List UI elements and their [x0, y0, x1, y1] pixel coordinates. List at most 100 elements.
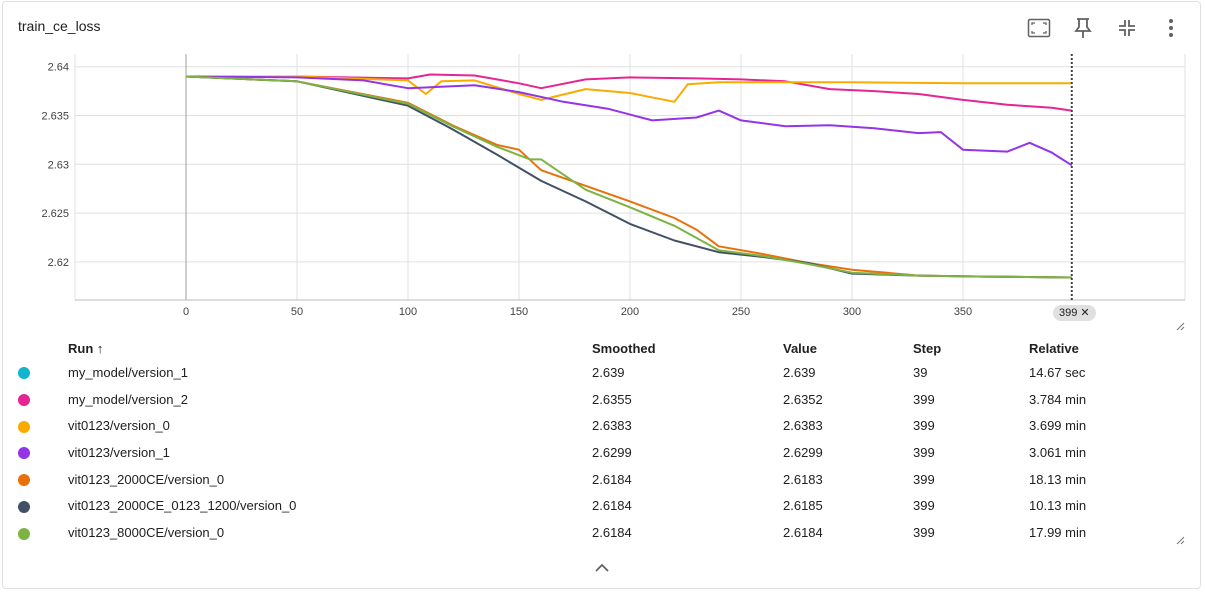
run-color-cell [18, 386, 68, 413]
header-value[interactable]: Value [783, 340, 817, 356]
run-relative: 10.13 min [1029, 498, 1087, 514]
x-tick-label: 300 [843, 306, 861, 318]
table-header-row: Run ↑ Smoothed Value Step Relative [18, 337, 1129, 359]
run-color-dot[interactable] [18, 394, 30, 407]
run-color-cell [18, 412, 68, 439]
runs-table: Run ↑ Smoothed Value Step Relative my_mo… [18, 337, 1129, 546]
table-row[interactable]: my_model/version_2 2.6355 2.6352 399 3.784 m… [18, 386, 1129, 413]
y-tick-label: 2.625 [41, 208, 69, 220]
run-value: 2.6184 [783, 524, 823, 540]
series-line[interactable] [185, 75, 1073, 167]
x-tick-label: 50 [291, 306, 303, 318]
pin-icon [1074, 18, 1092, 38]
header-color [18, 337, 68, 359]
run-relative: 18.13 min [1029, 471, 1087, 487]
hover-step-label: 399 [1059, 307, 1078, 319]
x-tick-label: 250 [732, 306, 750, 318]
table-row[interactable]: vit0123/version_1 2.6299 2.6299 399 3.061 mi… [18, 439, 1129, 466]
collapse-button[interactable] [1105, 14, 1149, 42]
run-step: 399 [913, 391, 935, 407]
run-color-dot[interactable] [18, 447, 30, 460]
series-line[interactable] [186, 73, 1072, 112]
run-smoothed: 2.6383 [592, 418, 632, 434]
run-value: 2.6383 [783, 418, 823, 434]
series-line[interactable] [186, 75, 1072, 103]
y-tick-label: 2.63 [48, 159, 69, 171]
x-tick-label: 150 [510, 306, 528, 318]
line-chart[interactable]: 2.62 2.625 2.63 2.635 2.64 0 50 100 150 200 250 300… [0, 0, 1205, 330]
run-relative: 3.784 min [1029, 391, 1087, 407]
run-step: 399 [913, 418, 935, 434]
x-tick-label: 0 [183, 306, 189, 318]
card-toolbar [1017, 14, 1193, 42]
pin-button[interactable] [1061, 14, 1105, 42]
run-smoothed: 2.6299 [592, 444, 632, 460]
y-tick-label: 2.64 [48, 62, 69, 74]
run-step: 399 [913, 471, 935, 487]
run-value: 2.639 [783, 364, 816, 380]
run-step: 399 [913, 498, 935, 514]
hover-step-badge[interactable]: 399 ✕ [1053, 305, 1096, 321]
header-smoothed[interactable]: Smoothed [592, 340, 656, 356]
chart-resize-handle[interactable] [1176, 322, 1185, 331]
table-row[interactable]: my_model/version_1 2.639 2.639 39 14.67 sec [18, 359, 1129, 386]
run-name: vit0123_2000CE/version_0 [68, 471, 225, 487]
close-icon[interactable]: ✕ [1080, 307, 1090, 319]
run-smoothed: 2.639 [592, 364, 625, 380]
table-row[interactable]: vit0123_2000CE/version_0 2.6184 2.6183 399 1… [18, 466, 1129, 493]
run-relative: 17.99 min [1029, 524, 1087, 540]
run-color-cell [18, 466, 68, 493]
run-step: 399 [913, 444, 935, 460]
run-color-cell [18, 439, 68, 466]
table-row[interactable]: vit0123_8000CE/version_0 2.6184 2.6184 399 1… [18, 519, 1129, 546]
more-vert-icon [1169, 19, 1173, 37]
run-value: 2.6352 [783, 391, 823, 407]
run-color-dot[interactable] [18, 420, 30, 433]
header-step[interactable]: Step [913, 340, 942, 356]
run-name: vit0123_2000CE_0123_1200/version_0 [68, 498, 297, 514]
card-title: train_ce_loss [18, 18, 101, 34]
run-name: vit0123/version_1 [68, 444, 170, 460]
run-color-dot[interactable] [18, 474, 30, 487]
run-relative: 3.699 min [1029, 418, 1087, 434]
run-smoothed: 2.6184 [592, 498, 632, 514]
run-name: vit0123_8000CE/version_0 [68, 524, 225, 540]
run-color-dot[interactable] [18, 527, 30, 540]
fit-domain-icon [1027, 18, 1051, 38]
more-options-button[interactable] [1149, 14, 1193, 42]
resize-icon [1176, 322, 1185, 331]
chevron-up-icon [595, 563, 609, 572]
series-line[interactable] [185, 75, 1072, 279]
x-tick-label: 200 [621, 306, 639, 318]
table-row[interactable]: vit0123_2000CE_0123_1200/version_0 2.6184… [18, 492, 1129, 519]
chart-svg[interactable]: 2.62 2.625 2.63 2.635 2.64 0 50 100 150 200 250 300… [0, 0, 1205, 330]
table-resize-handle[interactable] [1176, 536, 1185, 545]
run-color-cell [18, 519, 68, 546]
run-value: 2.6185 [783, 498, 823, 514]
series-line[interactable] [185, 75, 1072, 279]
header-relative[interactable]: Relative [1029, 340, 1079, 356]
run-relative: 14.67 sec [1029, 364, 1086, 380]
run-value: 2.6299 [783, 444, 823, 460]
y-tick-label: 2.635 [41, 111, 69, 123]
fit-domain-button[interactable] [1017, 14, 1061, 42]
run-name: my_model/version_1 [68, 364, 188, 380]
run-step: 399 [913, 524, 935, 540]
series-line[interactable] [185, 75, 1072, 279]
run-step: 39 [913, 364, 928, 380]
run-color-dot[interactable] [18, 367, 30, 380]
run-color-cell [18, 492, 68, 519]
expand-table-button[interactable] [594, 560, 610, 578]
header-run[interactable]: Run ↑ [68, 340, 104, 356]
run-smoothed: 2.6355 [592, 391, 632, 407]
collapse-icon [1119, 20, 1135, 36]
resize-icon [1176, 536, 1185, 545]
run-smoothed: 2.6184 [592, 471, 632, 487]
run-color-dot[interactable] [18, 500, 30, 513]
y-tick-label: 2.62 [48, 257, 69, 269]
x-tick-label: 100 [399, 306, 417, 318]
run-smoothed: 2.6184 [592, 524, 632, 540]
run-relative: 3.061 min [1029, 444, 1087, 460]
table-row[interactable]: vit0123/version_0 2.6383 2.6383 399 3.699 mi… [18, 412, 1129, 439]
